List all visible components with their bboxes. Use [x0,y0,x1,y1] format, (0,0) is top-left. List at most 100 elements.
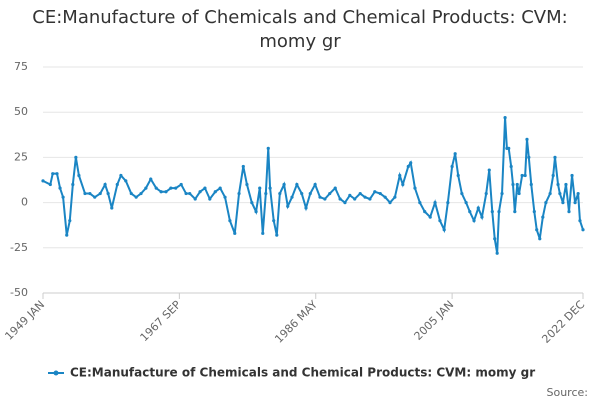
point [149,177,153,181]
point [343,201,347,205]
point [318,195,322,199]
point [495,251,499,255]
point [523,173,527,178]
point [373,190,377,194]
point [237,191,241,196]
point [300,191,304,196]
point [313,182,317,187]
point [383,195,387,199]
point [198,190,202,194]
point [134,195,138,199]
point [578,219,582,223]
point [268,186,272,190]
x-tick-label: 2005 JAN [412,298,457,343]
point [567,210,571,214]
legend-label: CE:Manufacture of Chemicals and Chemical… [70,366,535,380]
point [353,197,357,201]
point [553,155,557,159]
point [275,233,279,237]
point [556,182,560,187]
point [266,146,270,150]
point [129,191,133,196]
point [169,186,173,190]
point [250,201,254,205]
x-tick-label: 1967 SEP [138,298,184,344]
point [401,182,405,187]
point [456,173,460,178]
point [507,146,511,150]
point [98,191,102,196]
point [548,191,552,196]
point [103,182,107,187]
point [139,191,143,196]
point [570,173,574,178]
point [500,191,504,196]
point [55,172,59,176]
point [358,191,362,196]
point [544,201,548,205]
point [509,164,513,169]
point [450,164,454,169]
point [323,197,327,201]
point [179,182,183,187]
point [228,219,232,223]
point [74,155,78,159]
point [535,228,539,232]
point [218,186,222,190]
y-tick-label: 75 [14,60,28,73]
point [308,191,312,196]
point [159,190,163,194]
y-tick-label: -50 [10,286,28,299]
point [110,206,114,210]
point [119,173,123,178]
point [286,204,290,208]
point [511,182,515,187]
point [517,191,521,196]
point [58,186,62,190]
point [258,186,262,190]
point [338,197,342,201]
point [51,172,55,176]
point [261,231,265,235]
point [348,193,352,197]
legend-marker [53,370,59,376]
point [532,210,536,214]
point [525,137,529,141]
point [529,182,533,187]
point [144,186,148,190]
point [561,201,565,205]
point [48,182,52,187]
point [203,186,207,190]
point [290,195,294,199]
series-line [42,117,584,254]
y-tick-label: 50 [14,105,28,118]
point [468,210,472,214]
point [88,191,92,196]
y-tick-label: -25 [10,241,28,254]
point [106,191,110,196]
point [115,182,119,187]
point [576,191,580,196]
point [446,201,450,205]
point [433,201,437,205]
point [264,191,268,196]
point [254,210,258,214]
point [295,182,299,187]
x-tick-label: 1949 JAN [2,298,47,343]
point [363,195,367,199]
point [282,182,286,187]
point [460,191,464,196]
point [515,182,519,187]
point [184,191,188,196]
point [245,182,249,187]
point [368,197,372,201]
point [418,201,422,205]
point [551,173,555,178]
point [188,191,192,196]
point [513,210,517,214]
point [83,191,87,196]
point [493,237,497,241]
point [480,215,484,219]
point [503,116,507,120]
point [61,195,65,199]
